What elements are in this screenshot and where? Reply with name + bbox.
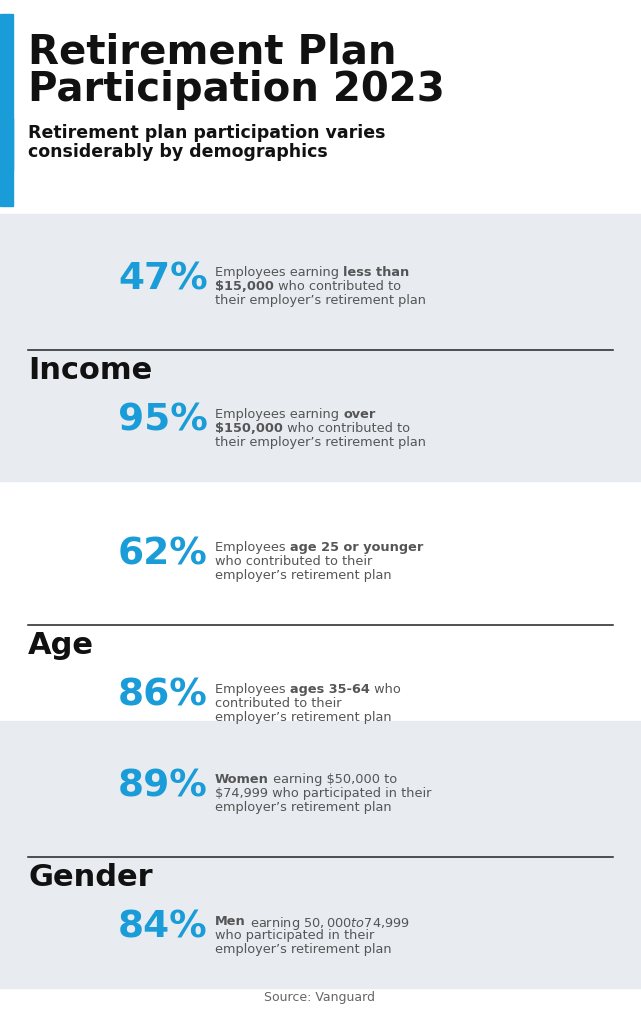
Text: earning $50,000 to: earning $50,000 to bbox=[269, 773, 397, 786]
Text: 89%: 89% bbox=[118, 768, 208, 805]
Text: $15,000: $15,000 bbox=[215, 281, 274, 294]
Text: who contributed to: who contributed to bbox=[274, 281, 401, 294]
Text: 84%: 84% bbox=[118, 910, 208, 946]
Bar bbox=[0, 214, 641, 481]
Text: 86%: 86% bbox=[118, 678, 208, 714]
Text: $74,999 who participated in their: $74,999 who participated in their bbox=[215, 787, 431, 801]
Text: $150,000: $150,000 bbox=[215, 422, 283, 435]
Text: 47%: 47% bbox=[118, 261, 208, 297]
Bar bbox=[0, 14, 13, 206]
Text: ages 35-64: ages 35-64 bbox=[290, 683, 370, 696]
Text: employer’s retirement plan: employer’s retirement plan bbox=[215, 943, 392, 956]
Text: 62%: 62% bbox=[118, 537, 208, 572]
Text: earning $50,000 to $74,999: earning $50,000 to $74,999 bbox=[246, 914, 410, 932]
Text: over: over bbox=[343, 408, 376, 421]
Text: who participated in their: who participated in their bbox=[215, 929, 374, 942]
Text: employer’s retirement plan: employer’s retirement plan bbox=[215, 711, 392, 724]
Text: Men: Men bbox=[215, 914, 246, 928]
Text: Retirement plan participation varies: Retirement plan participation varies bbox=[28, 124, 385, 142]
Text: Gender: Gender bbox=[28, 862, 153, 892]
Text: employer’s retirement plan: employer’s retirement plan bbox=[215, 569, 392, 583]
Text: Source: Vanguard: Source: Vanguard bbox=[265, 991, 376, 1004]
Text: less than: less than bbox=[343, 266, 410, 280]
Text: their employer’s retirement plan: their employer’s retirement plan bbox=[215, 295, 426, 307]
Bar bbox=[0, 489, 641, 756]
Text: Participation 2023: Participation 2023 bbox=[28, 70, 445, 110]
Text: employer’s retirement plan: employer’s retirement plan bbox=[215, 802, 392, 814]
Text: Employees: Employees bbox=[215, 683, 290, 696]
Text: Retirement Plan: Retirement Plan bbox=[28, 32, 397, 72]
Text: who contributed to: who contributed to bbox=[283, 422, 410, 435]
Text: Income: Income bbox=[28, 355, 153, 385]
Text: who contributed to their: who contributed to their bbox=[215, 555, 372, 568]
Text: contributed to their: contributed to their bbox=[215, 697, 342, 710]
Text: Employees earning: Employees earning bbox=[215, 408, 343, 421]
Text: Employees: Employees bbox=[215, 542, 290, 554]
Bar bbox=[0, 118, 13, 170]
Text: who: who bbox=[370, 683, 401, 696]
Bar bbox=[0, 721, 641, 988]
Text: Employees earning: Employees earning bbox=[215, 266, 343, 280]
Text: their employer’s retirement plan: their employer’s retirement plan bbox=[215, 436, 426, 449]
Text: Age: Age bbox=[28, 631, 94, 659]
Text: age 25 or younger: age 25 or younger bbox=[290, 542, 423, 554]
Text: considerably by demographics: considerably by demographics bbox=[28, 143, 328, 161]
Text: Women: Women bbox=[215, 773, 269, 786]
Text: 95%: 95% bbox=[118, 402, 208, 439]
